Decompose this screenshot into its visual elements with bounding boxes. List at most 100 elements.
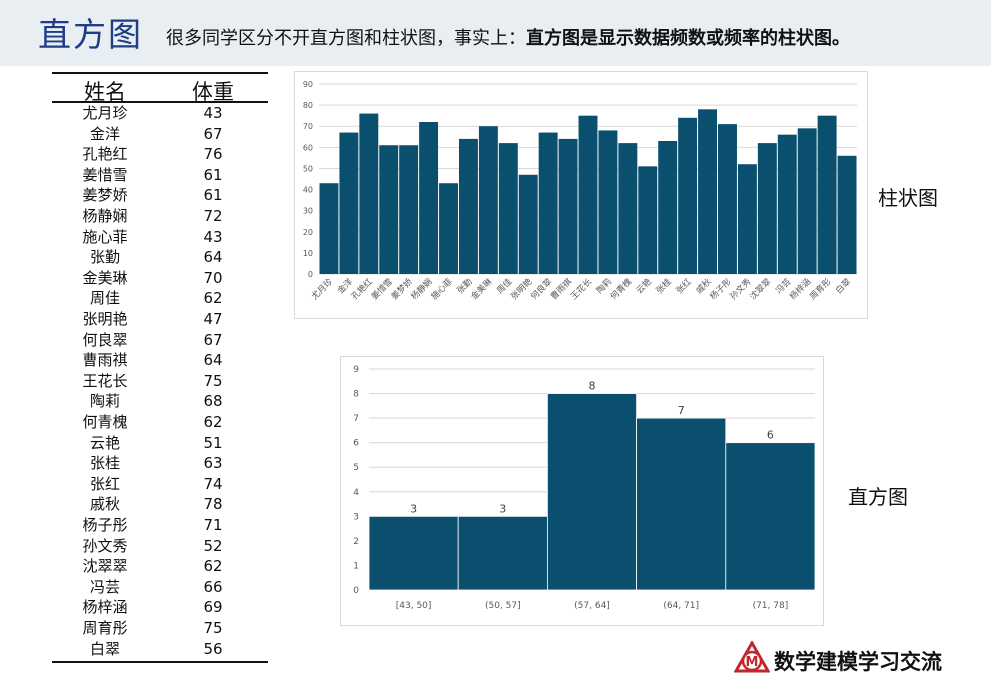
- cell-name: 冯芸: [89, 577, 120, 596]
- logo-icon: M: [734, 641, 770, 673]
- table-row: 白翠 56: [52, 639, 268, 659]
- table-row: 周育彤 75: [52, 618, 268, 638]
- x-tick-label: 沈翠翠: [748, 276, 774, 302]
- y-tick-label: 80: [303, 101, 313, 110]
- bar: [837, 155, 857, 274]
- bar: [777, 134, 797, 274]
- bar-chart-frame: 0 10 20 30 40 50 60 70 80 90 尤月珍 金洋 孔艳红 姜惜雪 姜梦娇 杨静娴 施心菲张…: [294, 71, 868, 319]
- cell-weight: 68: [203, 392, 223, 411]
- cell-weight: 52: [203, 536, 223, 555]
- cell-weight: 78: [203, 495, 223, 514]
- y-tick-label: 0: [353, 586, 359, 596]
- cell-name: 孔艳红: [82, 145, 128, 164]
- x-tick-label: 杨静娴: [409, 276, 435, 302]
- y-tick-label: 3: [353, 512, 359, 522]
- x-tick-label: 姜惜雪: [369, 276, 395, 302]
- cell-weight: 62: [203, 413, 223, 431]
- subtitle-bold: 直方图是显示数据频数或频率的柱状图。: [526, 28, 850, 49]
- header-banner: 直方图 很多同学区分不开直方图和柱状图，事实上：直方图是显示数据频数或频率的柱状…: [0, 0, 991, 66]
- cell-weight: 47: [203, 310, 223, 328]
- y-tick-label: 1: [353, 561, 359, 571]
- histogram-bar: [725, 442, 816, 591]
- cell-weight: 63: [203, 454, 223, 473]
- svg-text:M: M: [746, 655, 759, 670]
- histogram-chart: 0 1 2 3 4 5 6 7 8 9 3 [43, 50] 3 (50, 57] 8 (57, 64] 7 (6…: [353, 365, 816, 611]
- cell-weight: 64: [203, 351, 223, 370]
- cell-name: 杨梓涵: [82, 598, 128, 617]
- x-tick-label: 张明艳: [509, 276, 535, 302]
- cell-name: 张勤: [89, 248, 120, 267]
- y-tick-label: 9: [353, 365, 359, 375]
- x-tick-label: 云艳: [634, 276, 654, 296]
- cell-weight: 75: [203, 371, 223, 390]
- bar: [419, 122, 439, 274]
- bar: [458, 138, 478, 274]
- cell-name: 白翠: [89, 639, 120, 658]
- table-row: 王花长 75: [52, 371, 268, 391]
- table-row: 杨梓涵 69: [52, 597, 268, 617]
- cell-name: 何良翠: [82, 330, 128, 349]
- cell-name: 尤月珍: [82, 104, 128, 122]
- bar: [698, 109, 718, 274]
- bar: [817, 115, 837, 274]
- x-tick-label: (57, 64]: [574, 601, 610, 611]
- cell-weight: 61: [203, 165, 223, 184]
- header-weight: 体重: [192, 80, 234, 104]
- bar-chart: 0102030405060708090尤月珍 金洋孔艳红姜惜雪姜梦娇杨静娴施心菲张…: [303, 80, 857, 302]
- bar: [797, 128, 817, 274]
- cell-weight: 62: [203, 557, 223, 576]
- bar: [678, 117, 698, 275]
- cell-weight: 43: [203, 104, 223, 122]
- cell-weight: 76: [203, 145, 223, 164]
- y-tick-label: 6: [353, 439, 359, 449]
- cell-weight: 75: [203, 619, 223, 637]
- y-tick-label: 0: [308, 270, 313, 279]
- data-label: 3: [410, 502, 417, 515]
- x-tick-label: 何青槐: [608, 276, 634, 302]
- cell-weight: 67: [203, 330, 223, 349]
- x-tick-label: 金美琳: [469, 276, 495, 302]
- logo-text: 数学建模学习交流: [774, 650, 942, 674]
- page-title: 直方图: [38, 15, 143, 54]
- table-bottom-rule: [52, 661, 268, 664]
- table-row: 姜惜雪 61: [52, 165, 268, 185]
- cell-name: 陶莉: [89, 392, 120, 411]
- bar: [379, 145, 399, 274]
- y-tick-label: 30: [303, 207, 313, 216]
- cell-name: 施心菲: [82, 227, 128, 246]
- table-row: 尤月珍 43: [52, 103, 268, 123]
- x-tick-label: 杨梓涵: [787, 276, 813, 302]
- cell-weight: 51: [203, 433, 223, 452]
- cell-name: 张桂: [89, 454, 120, 473]
- bar: [598, 130, 618, 274]
- bar: [359, 113, 379, 274]
- table-row: 沈翠翠 62: [52, 556, 268, 576]
- bar-chart-label: 柱状图: [878, 186, 938, 210]
- bar: [737, 164, 757, 274]
- table-header-rule: [52, 101, 268, 103]
- histogram-bar: [368, 515, 459, 591]
- x-tick-label: 何良翠: [528, 276, 554, 302]
- cell-name: 周佳: [89, 289, 120, 308]
- cell-name: 周育彤: [82, 619, 128, 637]
- cell-name: 王花长: [82, 371, 128, 390]
- table-row: 金洋 67: [52, 124, 268, 144]
- x-tick-label: 张桂: [654, 276, 674, 296]
- table-row: 姜梦娇 61: [52, 185, 268, 205]
- cell-weight: 72: [203, 207, 223, 225]
- bar: [399, 145, 419, 274]
- x-tick-label: 施心菲: [429, 276, 455, 302]
- bar: [757, 143, 777, 274]
- cell-name: 沈翠翠: [82, 557, 128, 576]
- cell-name: 杨静娴: [82, 207, 128, 225]
- y-tick-label: 50: [303, 164, 313, 173]
- histogram-bar: [457, 515, 548, 591]
- cell-weight: 66: [203, 577, 223, 596]
- bar: [478, 126, 498, 274]
- table-row: 杨静娴 72: [52, 206, 268, 226]
- histogram-frame: 0 1 2 3 4 5 6 7 8 9 3 [43, 50] 3 (50, 57] 8 (57, 64] 7 (6…: [340, 356, 824, 626]
- x-tick-label: (50, 57]: [485, 601, 521, 611]
- table-row: 周佳 62: [52, 288, 268, 308]
- table-row: 张桂 63: [52, 453, 268, 473]
- histogram-bar: [546, 393, 637, 591]
